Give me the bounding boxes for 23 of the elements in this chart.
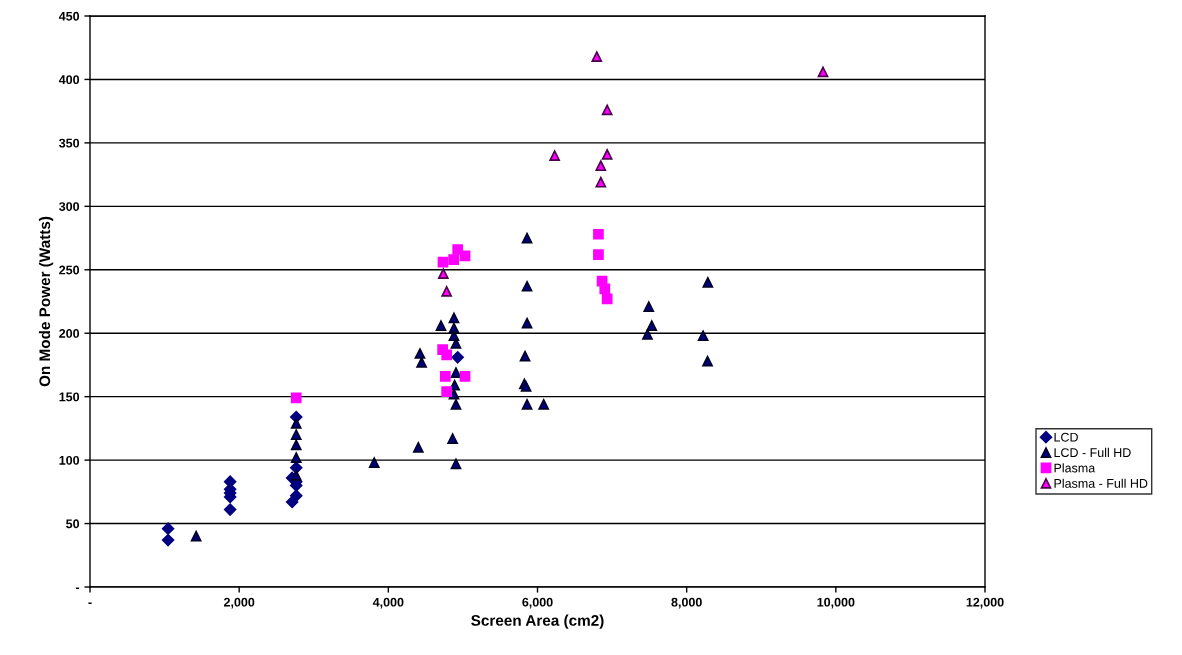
y-tick-label: 350 [59,138,80,148]
y-tick-label: - [75,587,80,590]
x-tick-label: - [88,602,92,604]
legend-label: LCD - Full HD [1054,447,1131,458]
legend-label: Plasma [1054,463,1096,473]
y-tick-label: 50 [66,519,80,529]
y-tick-label: 300 [59,202,80,211]
x-tick-label: 8,000 [671,597,702,609]
y-tick-label: 150 [59,392,80,402]
x-tick-label: 4,000 [372,597,404,609]
legend-label: Plasma - Full HD [1054,478,1148,488]
x-axis-title: Screen Area (cm2) [471,614,604,629]
y-tick-label: 400 [58,75,80,85]
x-tick-label: 6,000 [522,597,553,609]
y-axis-title: On Mode Power (Watts) [38,216,54,387]
legend-label: LCD [1054,432,1078,442]
x-tick-label: 10,000 [817,597,855,609]
y-tick-label: 450 [58,11,80,21]
x-tick-label: 2,000 [223,597,255,609]
x-tick-label: 12,000 [966,597,1004,609]
y-tick-label: 200 [59,329,80,338]
y-tick-label: 100 [59,455,80,465]
y-tick-label: 250 [59,265,80,275]
